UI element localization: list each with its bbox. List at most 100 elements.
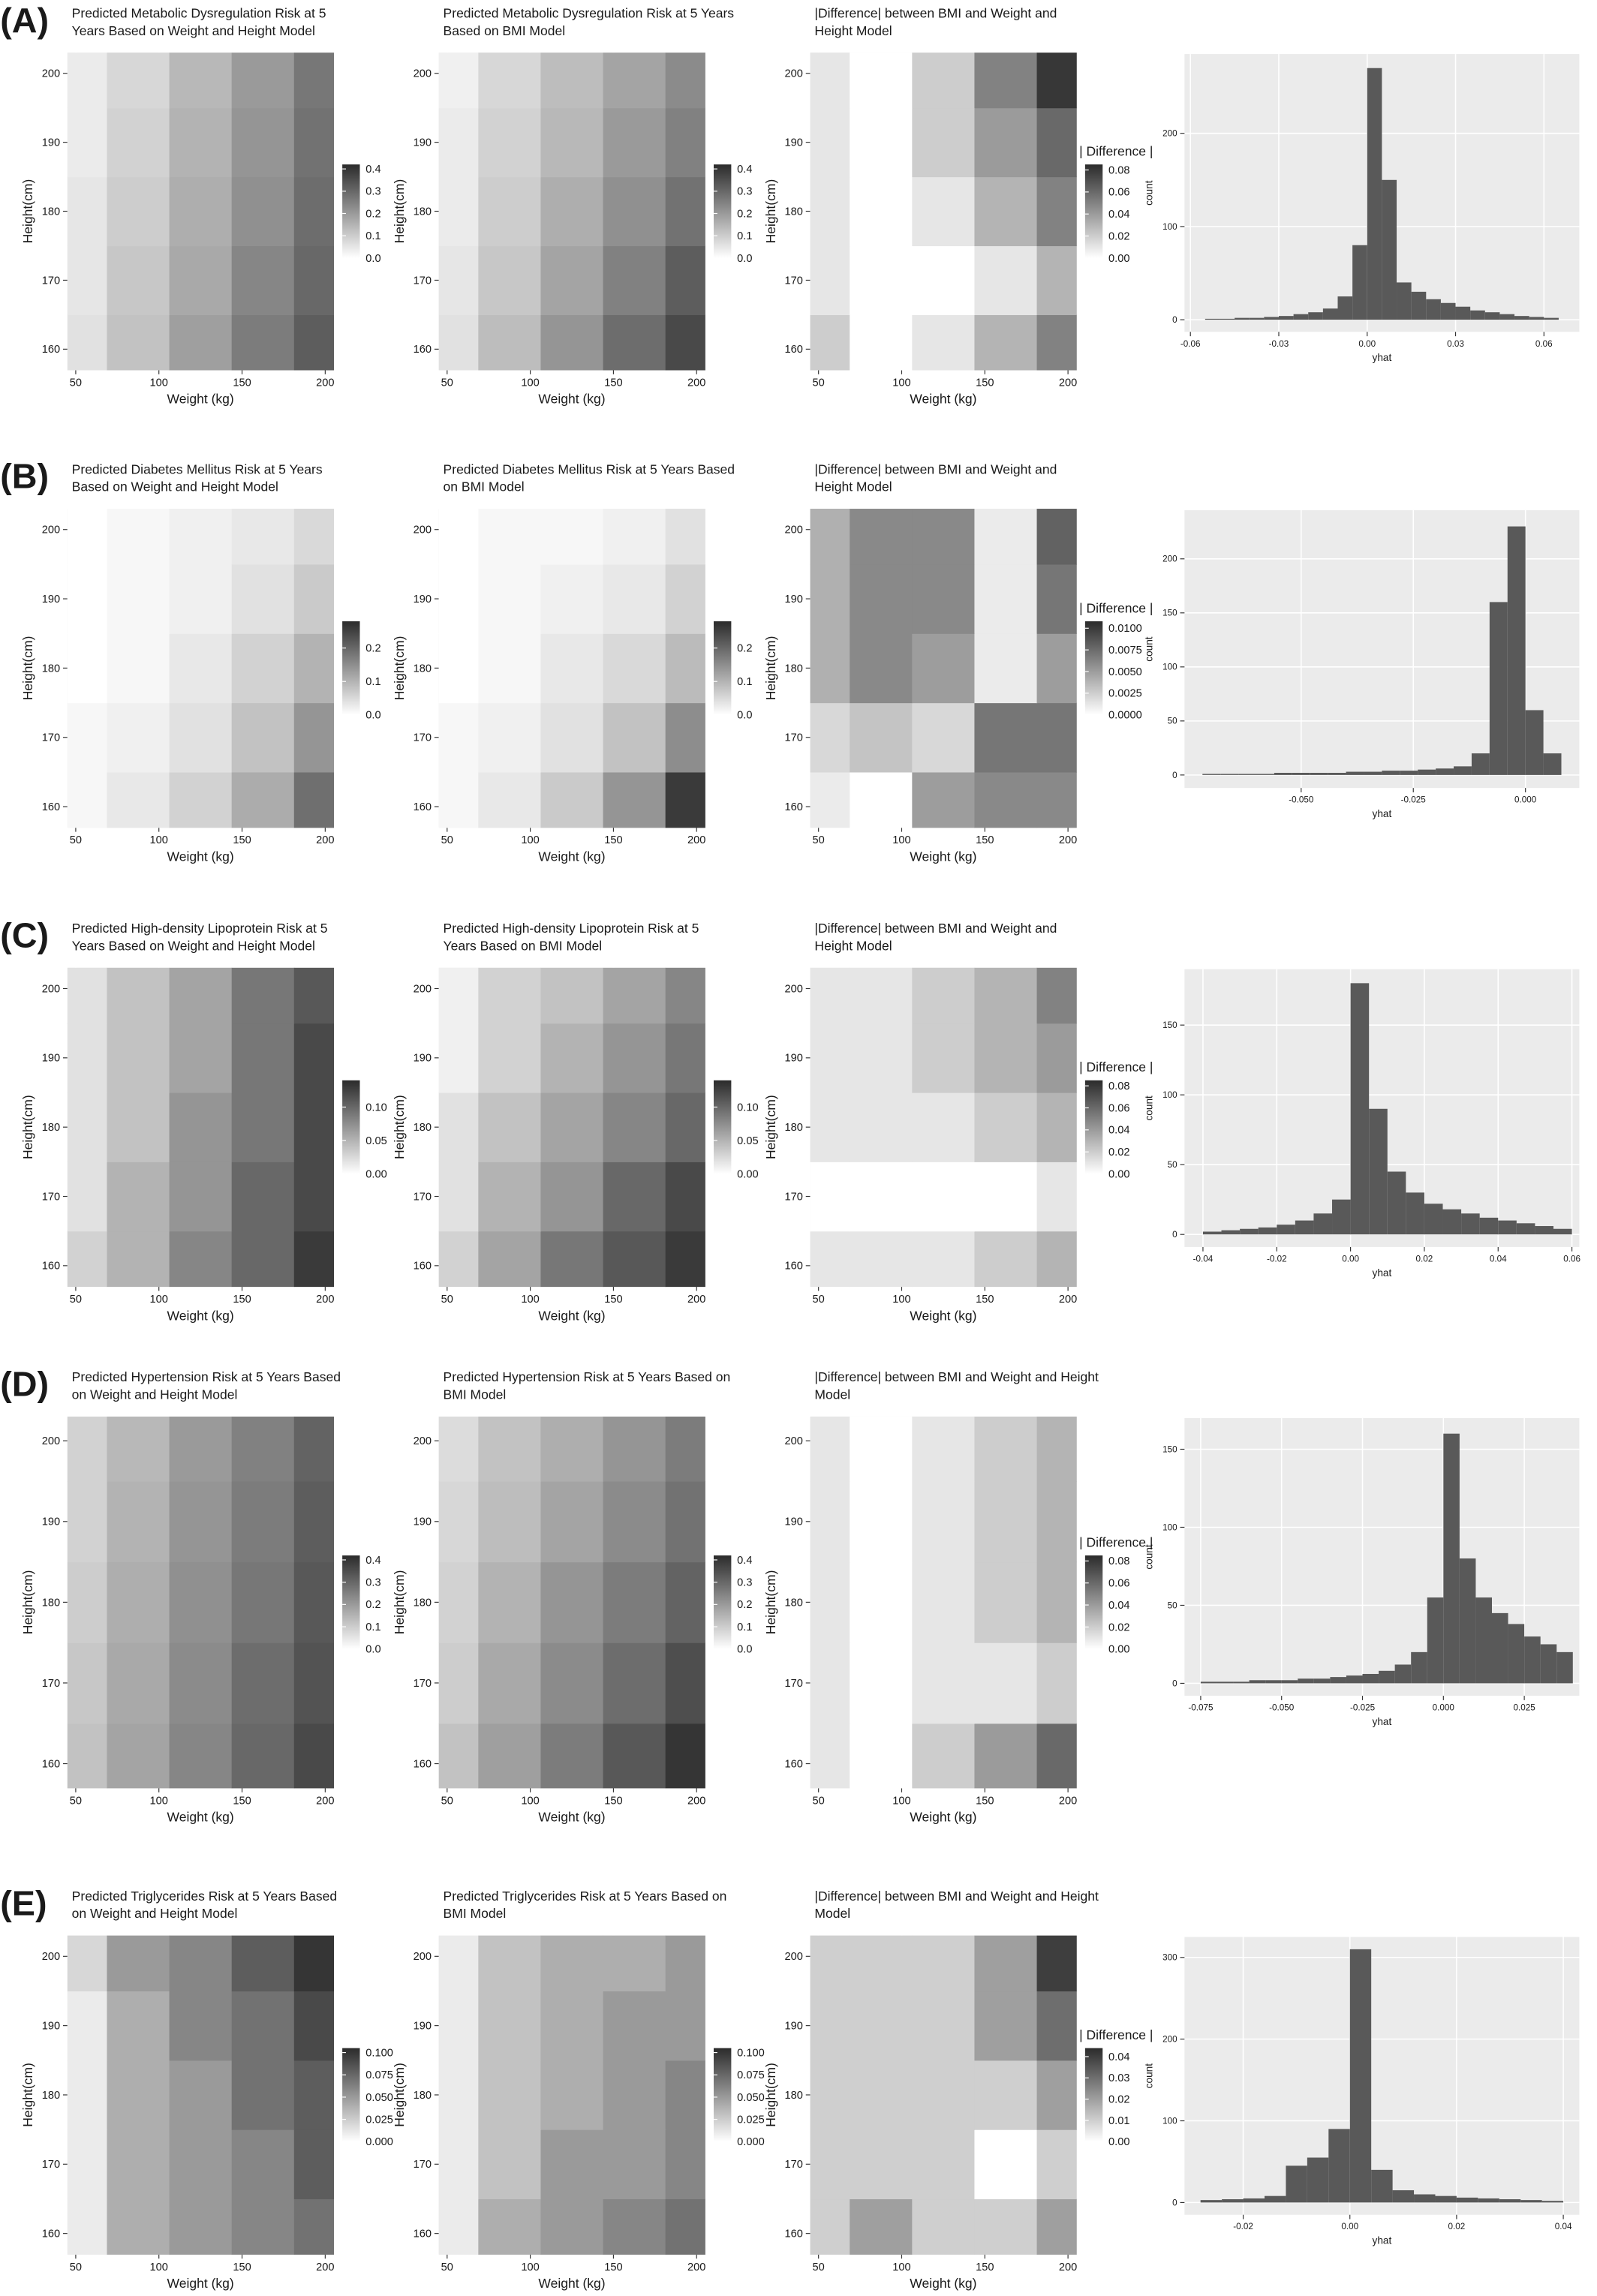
y-tick-label: 180: [42, 2090, 60, 2102]
y-tick-label: 50: [1168, 717, 1178, 726]
heat-tile: [912, 53, 976, 109]
heat-tile: [169, 1561, 233, 1643]
heat-tile: [169, 1023, 233, 1093]
heat-tile: [974, 245, 1038, 315]
heat-tile: [540, 967, 604, 1024]
x-tick-label: 100: [521, 2261, 539, 2273]
heat-tile: [974, 1231, 1038, 1288]
heat-tile: [231, 176, 295, 247]
chart-title: Predicted Diabetes Mellitus Risk at 5 Ye…: [72, 461, 323, 476]
histogram-bar: [1379, 1670, 1395, 1684]
heat-tile: [810, 967, 850, 1024]
y-tick-label: 160: [414, 344, 432, 356]
histogram-bar: [1411, 291, 1427, 320]
histogram-bar: [1233, 1681, 1250, 1684]
chart-title: Predicted Hypertension Risk at 5 Years B…: [444, 1369, 731, 1384]
y-tick-label: 170: [784, 732, 802, 744]
chart-title: |Difference| between BMI and Weight and: [814, 461, 1057, 476]
heat-tile: [912, 176, 976, 247]
y-tick-label: 190: [42, 594, 60, 606]
heat-tile: [974, 1642, 1038, 1724]
heat-tile: [974, 1162, 1038, 1232]
heat-tile: [665, 509, 705, 565]
legend-colorbar: [713, 2048, 732, 2142]
heat-tile: [293, 563, 335, 634]
x-tick-label: 150: [976, 2261, 994, 2273]
heat-tile: [107, 176, 170, 247]
histogram-bar: [1240, 1228, 1259, 1235]
heat-tile: [665, 771, 705, 828]
heat-tile: [67, 967, 108, 1024]
plot-background: [1184, 1937, 1580, 2215]
heat-tile: [67, 563, 108, 634]
x-tick-label: 50: [813, 834, 825, 846]
legend-title: | Difference |: [1079, 600, 1153, 615]
y-tick-label: 190: [42, 1516, 60, 1528]
x-tick-label: 50: [70, 2261, 82, 2273]
y-tick-label: 190: [784, 137, 802, 149]
x-tick-label: 200: [1059, 377, 1077, 389]
chart-title: Years Based on Weight and Height Model: [72, 23, 315, 38]
y-tick-label: 190: [414, 1516, 432, 1528]
legend-tick-label: 0.4: [365, 1555, 380, 1567]
histogram-bar: [1313, 1678, 1331, 1684]
x-tick-label: 150: [233, 1294, 251, 1306]
y-tick-label: 170: [42, 1191, 60, 1203]
x-axis-title: yhat: [1373, 808, 1392, 819]
heat-tile: [438, 2060, 479, 2130]
heat-tile: [107, 2060, 170, 2130]
y-tick-label: 180: [784, 1122, 802, 1134]
y-tick-label: 170: [42, 275, 60, 287]
histogram-bar: [1516, 1223, 1535, 1235]
legend-tick-label: 0.3: [737, 186, 752, 198]
chart-title: Predicted Metabolic Dysregulation Risk a…: [444, 5, 735, 20]
heat-tile: [810, 1162, 850, 1232]
heat-tile: [850, 1416, 913, 1482]
histogram-bar: [1328, 772, 1346, 775]
heat-tile: [665, 1416, 705, 1482]
histogram-bar: [1514, 316, 1529, 320]
x-tick-label: -0.02: [1233, 2222, 1253, 2231]
chart-title: BMI Model: [444, 1906, 507, 1921]
heat-tile: [231, 1642, 295, 1724]
x-tick-label: 50: [813, 2261, 825, 2273]
heat-tile: [810, 1561, 850, 1643]
heat-tile: [1036, 1231, 1077, 1288]
histogram-bar: [1298, 1678, 1314, 1684]
heat-tile: [912, 1023, 976, 1093]
x-tick-label: 100: [521, 1294, 539, 1306]
x-tick-label: 150: [233, 377, 251, 389]
y-tick-label: 100: [1162, 663, 1177, 672]
x-tick-label: 100: [150, 377, 168, 389]
heat-tile: [1036, 245, 1077, 315]
legend-tick-label: 0.075: [737, 2069, 765, 2081]
heat-tile: [540, 633, 604, 704]
heat-tile: [603, 1642, 666, 1724]
heat-tile: [169, 1162, 233, 1232]
heat-tile: [974, 1023, 1038, 1093]
heat-tile: [912, 633, 976, 704]
heat-tile: [540, 245, 604, 315]
x-tick-label: -0.050: [1289, 795, 1314, 805]
x-tick-label: 100: [150, 834, 168, 846]
histogram-bar: [1442, 1209, 1462, 1235]
legend-colorbar: [342, 164, 360, 258]
x-tick-label: 100: [892, 377, 910, 389]
y-tick-label: 200: [414, 1951, 432, 1963]
heat-tile: [67, 771, 108, 828]
y-tick-label: 160: [42, 801, 60, 813]
heat-tile: [850, 176, 913, 247]
y-axis-title: Height(cm): [20, 636, 35, 701]
legend-colorbar: [1084, 621, 1103, 715]
chart-title: BMI Model: [444, 1387, 507, 1402]
legend-tick-label: 0.000: [737, 2136, 765, 2148]
heat-tile: [438, 1723, 479, 1789]
y-tick-label: 50: [1168, 1160, 1178, 1170]
y-axis-title: Height(cm): [392, 179, 407, 244]
histogram-bar: [1525, 710, 1544, 775]
y-tick-label: 180: [42, 206, 60, 218]
x-axis-title: Weight (kg): [167, 849, 234, 864]
legend-tick-label: 0.1: [365, 1621, 380, 1633]
chart-title: Predicted Diabetes Mellitus Risk at 5 Ye…: [444, 461, 735, 476]
histogram-bar: [1461, 1213, 1480, 1235]
